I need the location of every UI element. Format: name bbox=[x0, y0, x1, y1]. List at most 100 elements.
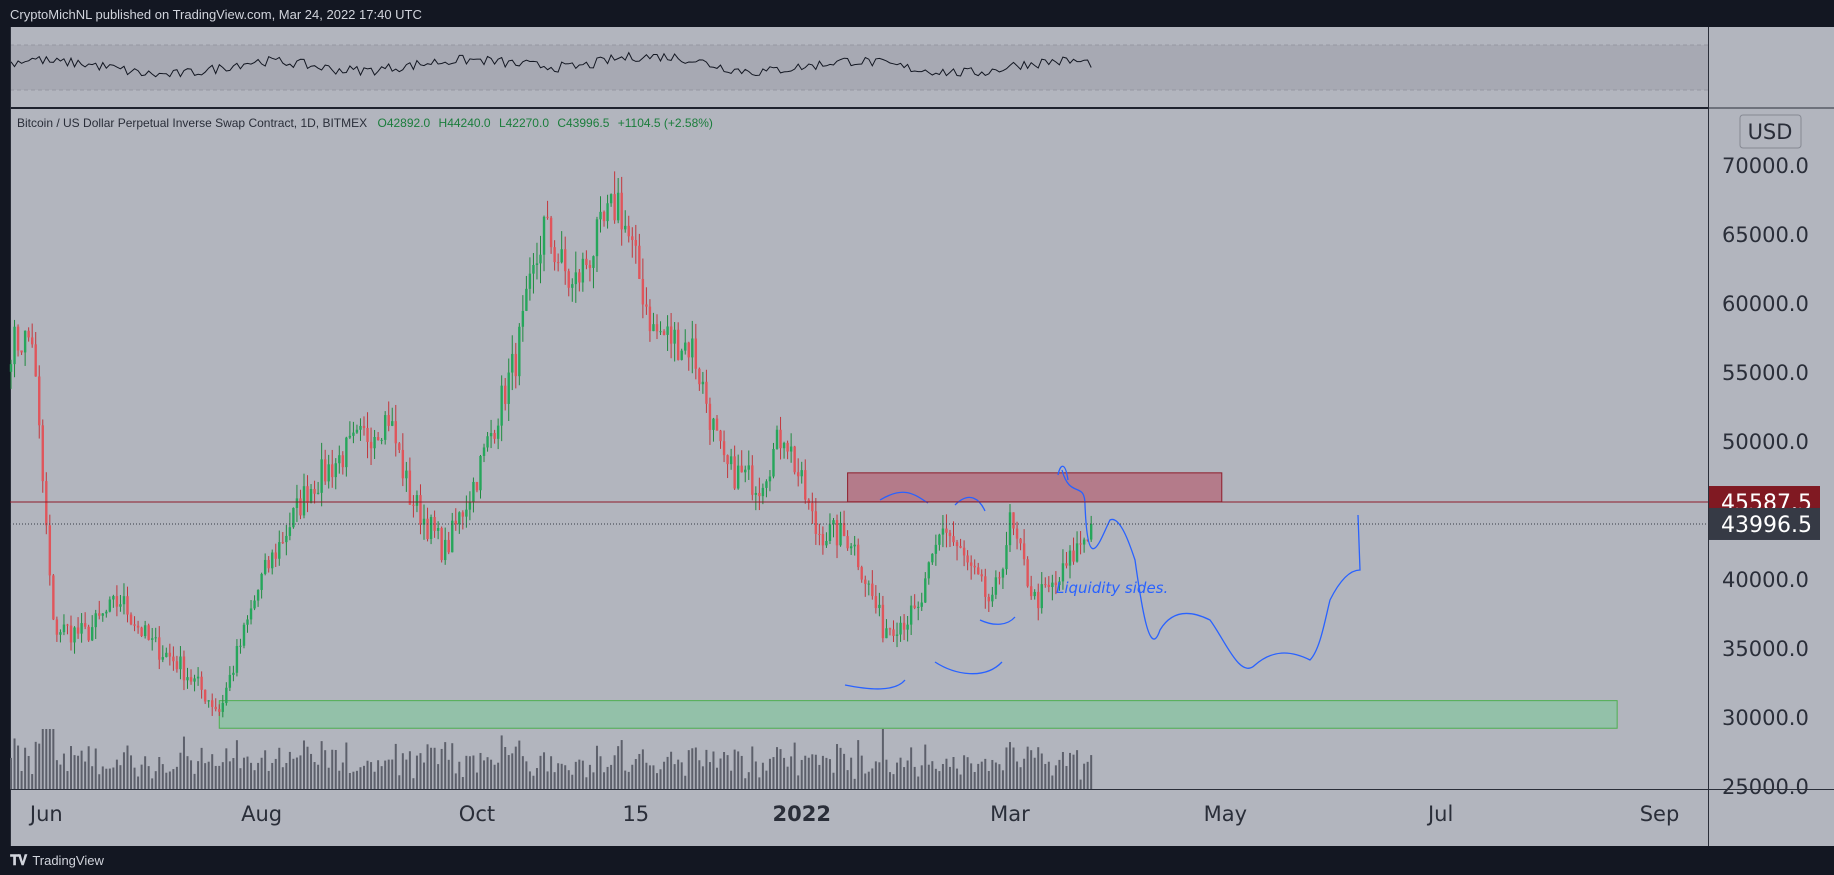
volume-bar bbox=[193, 773, 196, 789]
drawing-path[interactable] bbox=[979, 616, 1016, 625]
volume-bar bbox=[352, 771, 355, 789]
candle-body bbox=[694, 338, 698, 369]
volume-bar bbox=[663, 761, 666, 789]
candle-body bbox=[744, 469, 747, 473]
legend: Bitcoin / US Dollar Perpetual Inverse Sw… bbox=[17, 116, 713, 130]
candle-body bbox=[1001, 569, 1005, 578]
time-tick-label: Sep bbox=[1640, 802, 1680, 826]
resistance-zone[interactable] bbox=[847, 472, 1223, 503]
volume-bar bbox=[394, 743, 397, 789]
drawing-path[interactable] bbox=[1061, 469, 1361, 669]
volume-bar bbox=[603, 772, 606, 789]
volume-bar bbox=[454, 773, 457, 789]
volume-bar bbox=[355, 770, 358, 789]
candle-body bbox=[253, 600, 256, 609]
candle-body bbox=[161, 657, 164, 660]
candle-body bbox=[564, 249, 567, 272]
volume-bar bbox=[486, 757, 489, 789]
price-axis[interactable]: 70000.065000.060000.055000.050000.045000… bbox=[1709, 154, 1820, 799]
candle-body bbox=[260, 573, 263, 590]
volume-bar bbox=[461, 777, 464, 789]
volume-bar bbox=[45, 729, 48, 789]
candle-body bbox=[733, 456, 736, 489]
volume-bar bbox=[366, 760, 369, 789]
candle-body bbox=[352, 432, 355, 436]
volume-bar bbox=[204, 763, 207, 789]
volume-bar bbox=[610, 764, 613, 789]
candle-body bbox=[955, 542, 959, 547]
volume-bar bbox=[398, 775, 401, 789]
candle-body bbox=[765, 481, 768, 488]
candle-body bbox=[48, 525, 52, 576]
candle-body bbox=[758, 492, 761, 497]
candle-body bbox=[857, 544, 860, 568]
zone-layer bbox=[218, 472, 1618, 729]
drawing-path[interactable] bbox=[844, 679, 906, 690]
volume-bar bbox=[543, 752, 546, 789]
footer-brand[interactable]: TradingView bbox=[32, 853, 104, 868]
volume-bar bbox=[24, 747, 27, 789]
time-tick-label: 15 bbox=[622, 802, 649, 826]
volume-bar bbox=[857, 740, 860, 789]
candle-body bbox=[348, 435, 352, 438]
volume-bar bbox=[850, 757, 853, 789]
candle-body bbox=[278, 542, 281, 559]
volume-bar bbox=[80, 750, 83, 789]
candle-body bbox=[684, 342, 687, 351]
volume-bar bbox=[670, 751, 673, 789]
volume-bar bbox=[465, 755, 468, 789]
candle-body bbox=[800, 470, 803, 477]
support-zone[interactable] bbox=[218, 700, 1618, 729]
candle-body bbox=[652, 324, 655, 332]
candle-body bbox=[991, 594, 994, 602]
currency-button[interactable]: USD bbox=[1739, 114, 1802, 149]
candle-body bbox=[129, 614, 133, 625]
candle-body bbox=[320, 459, 323, 493]
candle-body bbox=[726, 455, 729, 465]
volume-bar bbox=[257, 762, 260, 789]
volume-bar bbox=[458, 761, 461, 789]
volume-bar bbox=[1016, 761, 1019, 789]
volume-bar bbox=[507, 755, 510, 789]
time-axis[interactable]: Jun Aug Oct 15 2022 Mar May Jul Sep bbox=[28, 802, 1679, 826]
drawing-path[interactable] bbox=[879, 491, 929, 504]
volume-bar bbox=[246, 756, 249, 789]
tradingview-logo-icon[interactable]: 𝐓𝐕 bbox=[10, 852, 27, 868]
volume-bar bbox=[1079, 779, 1082, 789]
legend-change: +1104.5 (+2.58%) bbox=[618, 116, 713, 130]
candle-body bbox=[567, 271, 570, 288]
volume-bar bbox=[179, 752, 182, 789]
drawing-path[interactable] bbox=[934, 661, 1003, 675]
candle-body bbox=[412, 504, 415, 506]
candle-body bbox=[874, 596, 878, 609]
candle-body bbox=[511, 353, 514, 373]
candle-body bbox=[369, 441, 373, 449]
currency-label: USD bbox=[1748, 120, 1793, 144]
time-tick-label: Jul bbox=[1426, 802, 1453, 826]
volume-bar bbox=[525, 761, 528, 789]
candle-body bbox=[246, 619, 249, 625]
candle-body bbox=[747, 465, 750, 470]
volume-bar bbox=[765, 770, 768, 789]
price-tag-label: 43996.5 bbox=[1721, 513, 1812, 538]
volume-bar bbox=[839, 747, 842, 789]
candle-body bbox=[98, 613, 101, 616]
candle-body bbox=[214, 706, 217, 710]
volume-bar bbox=[91, 766, 94, 789]
drawing-path[interactable] bbox=[1057, 465, 1069, 481]
candle-layer bbox=[9, 171, 1093, 718]
candle-body bbox=[288, 527, 292, 536]
candle-body bbox=[1047, 584, 1051, 587]
volume-bar bbox=[723, 752, 726, 789]
volume-bar bbox=[225, 748, 228, 789]
candle-body bbox=[595, 219, 599, 257]
volume-bar bbox=[811, 754, 814, 789]
price-chart[interactable]: 70000.065000.060000.055000.050000.045000… bbox=[0, 0, 1834, 846]
volume-bar bbox=[73, 755, 76, 789]
volume-bar bbox=[105, 768, 108, 789]
volume-bar bbox=[363, 765, 365, 789]
candle-body bbox=[931, 553, 934, 563]
candle-body bbox=[338, 455, 341, 464]
candle-body bbox=[225, 687, 228, 703]
candle-body bbox=[105, 611, 108, 614]
